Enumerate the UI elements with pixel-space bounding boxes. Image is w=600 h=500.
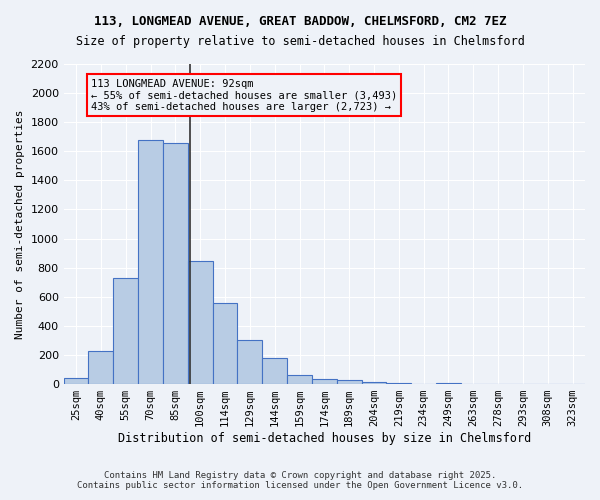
Bar: [362, 382, 386, 384]
Bar: [212, 302, 238, 384]
Bar: [163, 142, 188, 384]
Bar: [337, 380, 362, 384]
Bar: [238, 340, 262, 384]
Bar: [436, 382, 461, 384]
Text: 113 LONGMEAD AVENUE: 92sqm
← 55% of semi-detached houses are smaller (3,493)
43%: 113 LONGMEAD AVENUE: 92sqm ← 55% of semi…: [91, 78, 397, 112]
Bar: [138, 140, 163, 384]
Bar: [64, 378, 88, 384]
Text: 113, LONGMEAD AVENUE, GREAT BADDOW, CHELMSFORD, CM2 7EZ: 113, LONGMEAD AVENUE, GREAT BADDOW, CHEL…: [94, 15, 506, 28]
Bar: [113, 278, 138, 384]
Bar: [188, 261, 212, 384]
Text: Size of property relative to semi-detached houses in Chelmsford: Size of property relative to semi-detach…: [76, 35, 524, 48]
Bar: [312, 379, 337, 384]
Bar: [88, 352, 113, 384]
Bar: [262, 358, 287, 384]
X-axis label: Distribution of semi-detached houses by size in Chelmsford: Distribution of semi-detached houses by …: [118, 432, 531, 445]
Y-axis label: Number of semi-detached properties: Number of semi-detached properties: [15, 110, 25, 339]
Text: Contains HM Land Registry data © Crown copyright and database right 2025.
Contai: Contains HM Land Registry data © Crown c…: [77, 470, 523, 490]
Bar: [287, 374, 312, 384]
